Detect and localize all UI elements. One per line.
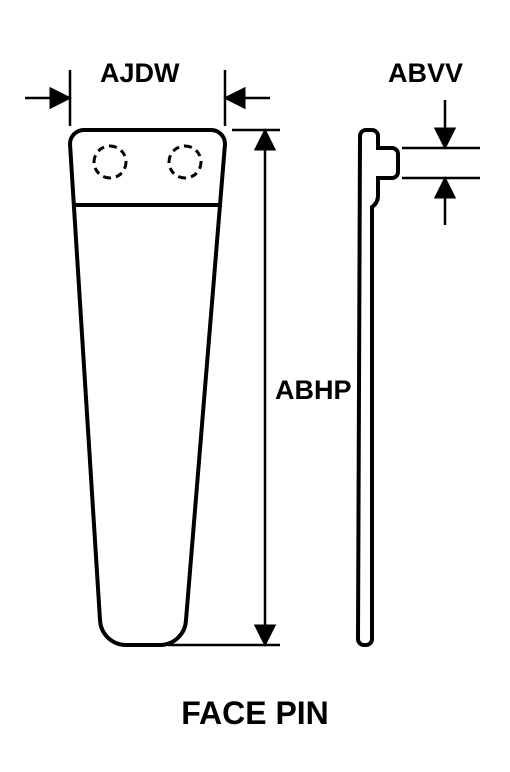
label-abvv: ABVV xyxy=(388,58,463,89)
diagram-title: FACE PIN xyxy=(0,695,510,732)
label-ajdw: AJDW xyxy=(100,58,180,89)
dimension-abhp xyxy=(168,130,280,645)
dimension-abvv xyxy=(402,100,480,225)
front-view-outline xyxy=(70,130,225,645)
diagram-svg xyxy=(0,0,510,772)
diagram-canvas: AJDW ABVV ABHP FACE PIN xyxy=(0,0,510,772)
label-abhp: ABHP xyxy=(275,375,352,406)
hole-right xyxy=(169,146,201,178)
hole-left xyxy=(94,146,126,178)
side-view-outline xyxy=(358,130,398,645)
